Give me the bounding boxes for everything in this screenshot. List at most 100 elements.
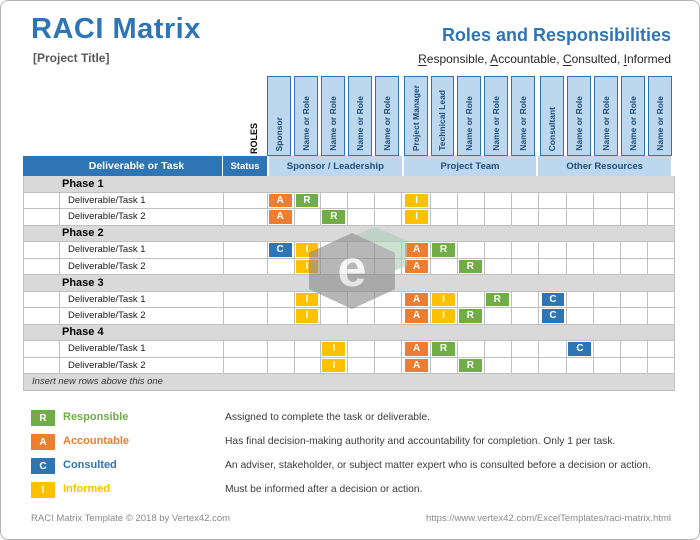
status-cell[interactable] xyxy=(223,341,268,357)
raci-cell[interactable]: A xyxy=(267,192,295,208)
raci-cell[interactable] xyxy=(457,209,485,225)
raci-cell[interactable] xyxy=(375,209,403,225)
raci-cell[interactable] xyxy=(348,308,376,324)
raci-cell[interactable] xyxy=(457,341,485,357)
raci-cell[interactable] xyxy=(594,308,622,324)
raci-cell[interactable] xyxy=(648,209,676,225)
raci-cell[interactable] xyxy=(511,357,539,373)
raci-cell[interactable] xyxy=(594,242,622,258)
note-band[interactable]: Insert new rows above this one xyxy=(24,374,675,390)
phase-band[interactable]: Phase 3 xyxy=(24,275,675,291)
raci-cell[interactable] xyxy=(511,308,539,324)
raci-cell[interactable]: I xyxy=(321,341,349,357)
raci-cell[interactable]: A xyxy=(267,209,295,225)
phase-band[interactable]: Phase 1 xyxy=(24,176,675,192)
role-column-header[interactable]: Name or Role xyxy=(484,76,509,156)
raci-cell[interactable] xyxy=(540,258,568,274)
raci-cell[interactable] xyxy=(321,242,349,258)
raci-cell[interactable] xyxy=(348,258,376,274)
raci-cell[interactable] xyxy=(511,291,539,307)
raci-cell[interactable] xyxy=(348,357,376,373)
raci-cell[interactable]: R xyxy=(457,308,485,324)
raci-cell[interactable] xyxy=(511,341,539,357)
status-cell[interactable] xyxy=(223,192,268,208)
raci-cell[interactable] xyxy=(511,192,539,208)
raci-cell[interactable]: I xyxy=(431,308,458,324)
raci-cell[interactable] xyxy=(457,192,485,208)
row-index-cell[interactable] xyxy=(24,209,60,225)
task-label-cell[interactable]: Deliverable/Task 1 xyxy=(59,341,224,357)
raci-cell[interactable] xyxy=(648,357,676,373)
raci-cell[interactable]: R xyxy=(431,341,458,357)
raci-cell[interactable]: A xyxy=(404,357,432,373)
raci-cell[interactable] xyxy=(567,308,595,324)
raci-cell[interactable] xyxy=(540,209,568,225)
role-column-header[interactable]: Name or Role xyxy=(620,76,645,156)
raci-cell[interactable] xyxy=(294,209,322,225)
raci-cell[interactable] xyxy=(540,192,568,208)
raci-cell[interactable] xyxy=(321,308,349,324)
raci-cell[interactable]: R xyxy=(431,242,458,258)
raci-cell[interactable] xyxy=(648,192,676,208)
raci-cell[interactable] xyxy=(567,258,595,274)
raci-cell[interactable]: A xyxy=(404,258,432,274)
raci-cell[interactable] xyxy=(540,242,568,258)
raci-cell[interactable] xyxy=(457,242,485,258)
raci-cell[interactable]: I xyxy=(404,209,432,225)
raci-cell[interactable]: I xyxy=(294,242,322,258)
raci-cell[interactable] xyxy=(594,192,622,208)
raci-cell[interactable] xyxy=(484,258,512,274)
raci-cell[interactable] xyxy=(375,308,403,324)
raci-cell[interactable]: R xyxy=(294,192,322,208)
raci-cell[interactable] xyxy=(594,357,622,373)
raci-cell[interactable] xyxy=(484,341,512,357)
raci-cell[interactable]: R xyxy=(484,291,512,307)
raci-cell[interactable] xyxy=(375,291,403,307)
raci-cell[interactable] xyxy=(431,209,458,225)
raci-cell[interactable]: I xyxy=(404,192,432,208)
template-url-link[interactable]: https://www.vertex42.com/ExcelTemplates/… xyxy=(426,513,671,524)
raci-cell[interactable] xyxy=(484,242,512,258)
raci-cell[interactable] xyxy=(375,258,403,274)
raci-cell[interactable] xyxy=(348,192,376,208)
raci-cell[interactable] xyxy=(267,291,295,307)
raci-cell[interactable] xyxy=(375,341,403,357)
status-cell[interactable] xyxy=(223,357,268,373)
raci-cell[interactable] xyxy=(648,341,676,357)
raci-cell[interactable] xyxy=(621,242,649,258)
raci-cell[interactable] xyxy=(648,308,676,324)
role-column-header[interactable]: Name or Role xyxy=(320,76,345,156)
row-index-cell[interactable] xyxy=(24,291,60,307)
role-column-header[interactable]: Name or Role xyxy=(457,76,482,156)
raci-cell[interactable] xyxy=(511,242,539,258)
raci-cell[interactable] xyxy=(484,308,512,324)
raci-cell[interactable]: R xyxy=(457,258,485,274)
raci-cell[interactable] xyxy=(540,357,568,373)
raci-cell[interactable] xyxy=(484,192,512,208)
raci-cell[interactable] xyxy=(267,357,295,373)
task-label-cell[interactable]: Deliverable/Task 1 xyxy=(59,192,224,208)
raci-cell[interactable]: I xyxy=(294,291,322,307)
task-label-cell[interactable]: Deliverable/Task 1 xyxy=(59,291,224,307)
row-index-cell[interactable] xyxy=(24,192,60,208)
raci-cell[interactable]: C xyxy=(540,308,568,324)
raci-cell[interactable] xyxy=(648,291,676,307)
raci-cell[interactable] xyxy=(294,341,322,357)
role-column-header[interactable]: Name or Role xyxy=(347,76,372,156)
task-label-cell[interactable]: Deliverable/Task 2 xyxy=(59,308,224,324)
raci-cell[interactable]: A xyxy=(404,242,432,258)
raci-cell[interactable] xyxy=(648,242,676,258)
raci-cell[interactable] xyxy=(594,341,622,357)
role-column-header[interactable]: Name or Role xyxy=(647,76,672,156)
raci-cell[interactable] xyxy=(457,291,485,307)
raci-cell[interactable] xyxy=(348,291,376,307)
raci-cell[interactable] xyxy=(348,242,376,258)
raci-cell[interactable]: C xyxy=(267,242,295,258)
role-column-header[interactable]: Name or Role xyxy=(293,76,318,156)
raci-cell[interactable] xyxy=(321,192,349,208)
raci-cell[interactable] xyxy=(321,258,349,274)
raci-cell[interactable] xyxy=(375,357,403,373)
raci-cell[interactable]: A xyxy=(404,291,432,307)
raci-cell[interactable] xyxy=(621,192,649,208)
raci-cell[interactable] xyxy=(621,357,649,373)
